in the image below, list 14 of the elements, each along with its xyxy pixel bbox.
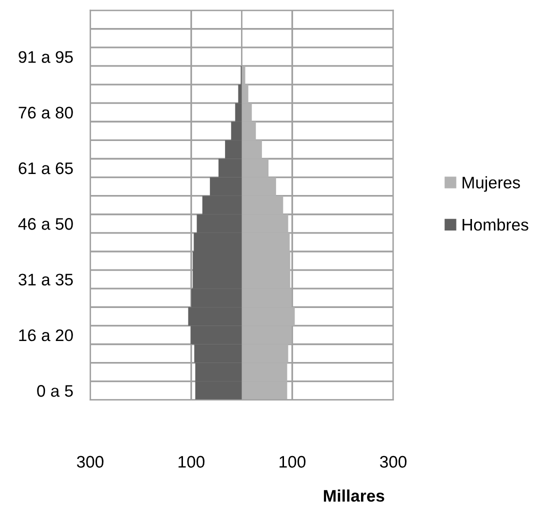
y-tick-label: 31 a 35: [18, 274, 73, 286]
x-axis-title: Millares: [324, 490, 384, 502]
x-tick-label: 300: [76, 456, 104, 468]
x-tick-label: 100: [280, 456, 306, 468]
y-tick-label: 46 a 50: [18, 218, 73, 230]
x-tick-label: 300: [380, 456, 407, 468]
y-tick-label: 76 a 80: [18, 106, 73, 119]
y-tick-label: 61 a 65: [18, 162, 73, 174]
x-tick-label: 100: [178, 456, 204, 468]
y-tick-label: 91 a 95: [18, 51, 73, 63]
y-tick-label: 0 a 5: [37, 385, 73, 397]
legend-label: Mujeres: [462, 176, 520, 192]
legend-label: Hombres: [462, 218, 528, 231]
y-tick-label: 16 a 20: [19, 329, 73, 342]
